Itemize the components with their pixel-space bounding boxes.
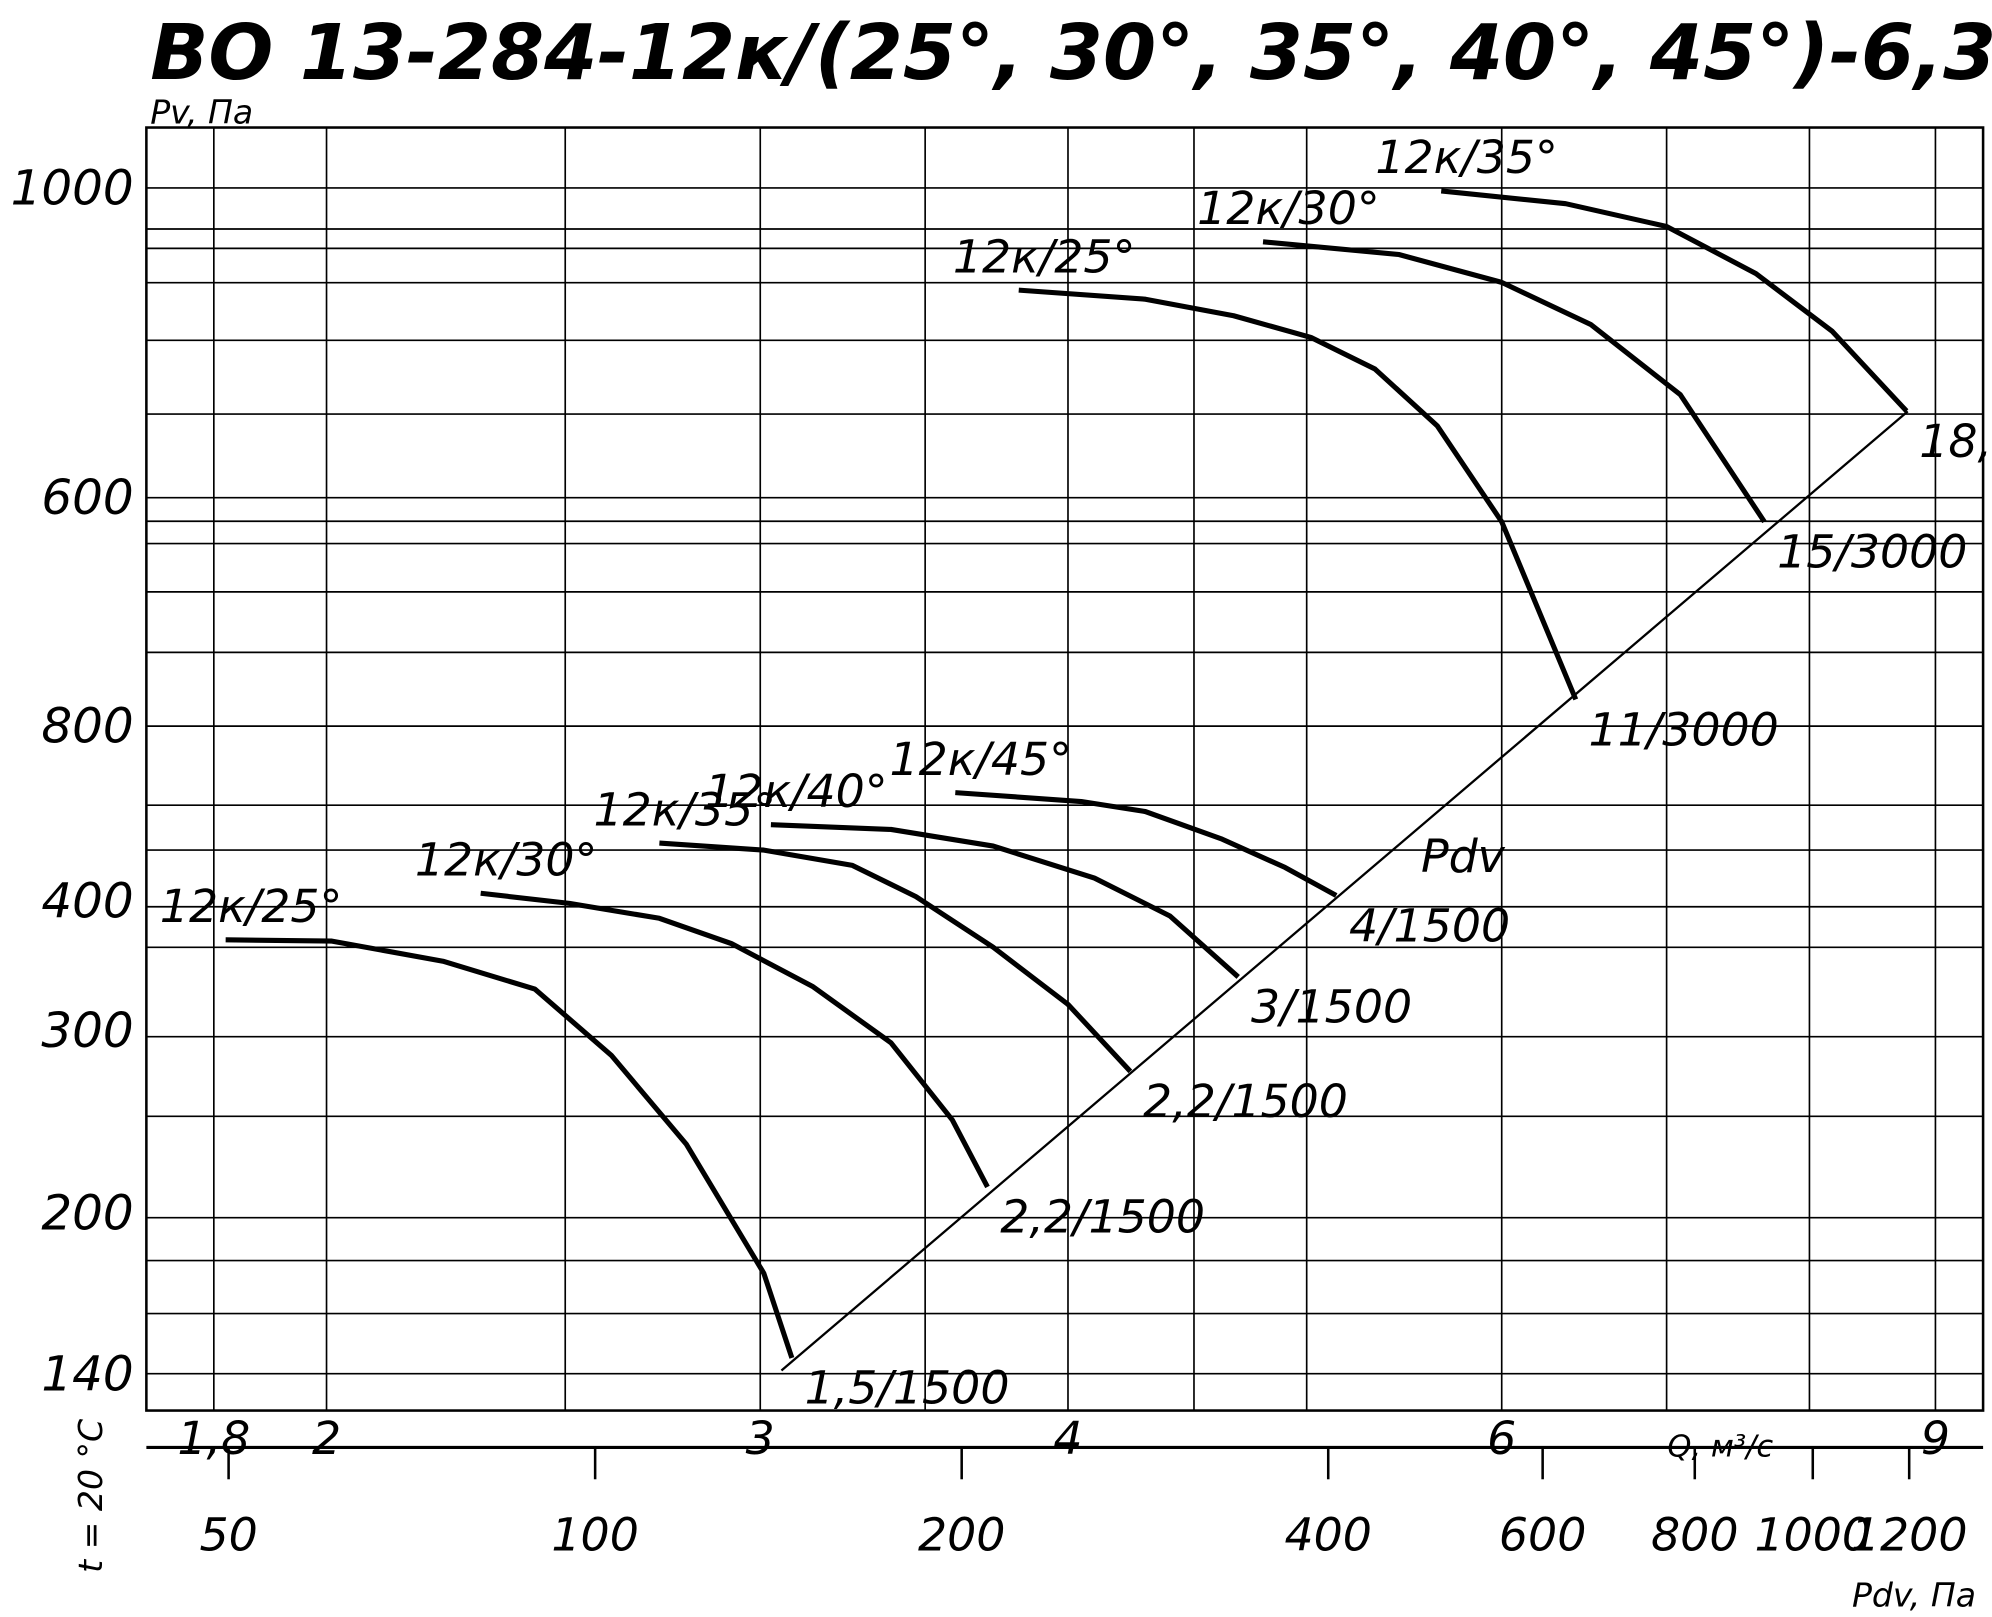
y-tick-label: 140 bbox=[41, 1346, 133, 1402]
plot-frame bbox=[145, 126, 1985, 1412]
y-tick-label: 200 bbox=[41, 1186, 133, 1242]
curve bbox=[1018, 287, 1579, 701]
end-label: 2,2/1500 bbox=[1143, 1074, 1348, 1128]
x-tick-label: 9 bbox=[1921, 1411, 1950, 1465]
series-label: 12к/35° bbox=[594, 782, 777, 836]
series-label: 12к/30° bbox=[415, 832, 598, 886]
end-label: 18,5/3000 bbox=[1919, 414, 1992, 468]
y-tick-label: 600 bbox=[41, 470, 133, 526]
x-tick-label: 1,8 bbox=[177, 1411, 250, 1465]
x-tick-label: 4 bbox=[1053, 1411, 1082, 1465]
x2-tick-label: 1200 bbox=[1851, 1508, 1968, 1562]
series-label: 12к/35° bbox=[1375, 130, 1558, 184]
x2-tick-label: 400 bbox=[1284, 1508, 1371, 1562]
y-axis-label: Pv, Па bbox=[150, 93, 253, 132]
series-label: 12к/45° bbox=[889, 732, 1072, 786]
curve bbox=[1440, 188, 1909, 413]
y-tick-label: 400 bbox=[41, 874, 133, 930]
x-tick-label: 2 bbox=[312, 1411, 341, 1465]
end-label: 1,5/1500 bbox=[805, 1361, 1010, 1415]
end-label: 4/1500 bbox=[1349, 898, 1510, 952]
curve bbox=[955, 790, 1338, 898]
x2-tick-label: 1000 bbox=[1754, 1508, 1871, 1562]
end-label: 3/1500 bbox=[1251, 980, 1412, 1034]
y-tick-label: 1000 bbox=[11, 160, 134, 216]
x2-tick-label: 100 bbox=[551, 1508, 638, 1562]
curve bbox=[659, 840, 1133, 1074]
x2-tick-label: 50 bbox=[199, 1508, 257, 1562]
x2-tick-label: 800 bbox=[1651, 1508, 1738, 1562]
series-label: 12к/40° bbox=[705, 764, 888, 818]
x-tick-label: 6 bbox=[1487, 1411, 1516, 1465]
series-label: 12к/25° bbox=[160, 879, 343, 933]
series-label: 12к/25° bbox=[953, 229, 1136, 283]
pdv-label: Pdv bbox=[1421, 829, 1506, 883]
pdv-line bbox=[780, 410, 1909, 1372]
x-tick-label: 3 bbox=[746, 1411, 775, 1465]
x2-tick-label: 200 bbox=[918, 1508, 1005, 1562]
x2-tick-label: 600 bbox=[1499, 1508, 1586, 1562]
end-label: 2,2/1500 bbox=[1000, 1190, 1205, 1244]
curve bbox=[225, 937, 795, 1359]
temperature-note: t = 20 °C bbox=[71, 1419, 110, 1573]
curve bbox=[770, 822, 1240, 979]
end-label: 11/3000 bbox=[1588, 702, 1778, 756]
curve bbox=[480, 890, 990, 1189]
y-tick-label: 300 bbox=[41, 1003, 133, 1059]
series-label: 12к/30° bbox=[1197, 181, 1380, 235]
y-tick-label: 800 bbox=[41, 699, 133, 755]
x2-axis-label: Pdv, Па bbox=[1852, 1576, 1976, 1615]
curve bbox=[1262, 239, 1767, 524]
end-label: 15/3000 bbox=[1777, 525, 1967, 579]
chart-title: ВО 13-284-12к/(25°, 30°, 35°, 40°, 45°)-… bbox=[150, 9, 1992, 98]
